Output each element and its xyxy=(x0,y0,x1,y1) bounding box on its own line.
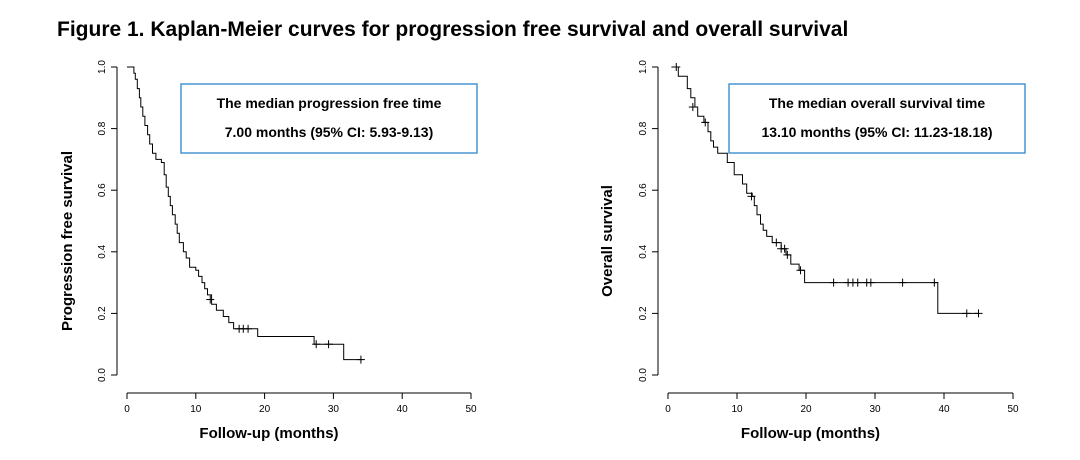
median-annotation-value: 13.10 months (95% CI: 11.23-18.18) xyxy=(761,124,992,140)
censor-mark xyxy=(244,324,253,333)
censor-mark xyxy=(829,278,838,287)
y-tick-label: 0.6 xyxy=(638,183,649,197)
x-tick-label: 0 xyxy=(124,404,130,415)
x-tick-label: 20 xyxy=(800,404,812,415)
x-tick-label: 10 xyxy=(731,404,743,415)
y-axis-title: Overall survival xyxy=(599,185,616,297)
x-tick-label: 10 xyxy=(190,404,202,415)
x-axis-title: Follow-up (months) xyxy=(199,425,338,442)
y-tick-label: 0.2 xyxy=(97,306,108,320)
x-tick-label: 30 xyxy=(328,404,340,415)
y-tick-label: 0.8 xyxy=(638,121,649,135)
censor-mark xyxy=(672,63,681,71)
x-axis-title: Follow-up (months) xyxy=(741,425,880,442)
censor-mark xyxy=(783,250,792,259)
censor-mark xyxy=(772,238,781,247)
y-tick-label: 1.0 xyxy=(638,60,649,74)
y-tick-label: 0.4 xyxy=(638,244,649,258)
x-tick-label: 20 xyxy=(259,404,271,415)
censor-mark xyxy=(747,192,756,201)
y-tick-label: 0.6 xyxy=(97,183,108,197)
km-chart-overall-survival: 0 10 20 30 40 50 0.0 0.2 0.4 0.6 0.8 1.0 Follow-up (… xyxy=(599,60,1026,442)
x-tick-label: 30 xyxy=(869,404,881,415)
x-tick-label: 40 xyxy=(397,404,409,415)
x-tick-label: 0 xyxy=(665,404,671,415)
y-axis-title: Progression free survival xyxy=(59,151,76,331)
censor-mark xyxy=(324,340,333,349)
censor-mark xyxy=(312,340,321,349)
censor-mark xyxy=(853,278,862,287)
x-tick-label: 50 xyxy=(465,404,477,415)
median-annotation-value: 7.00 months (95% CI: 5.93-9.13) xyxy=(225,124,434,140)
censor-mark xyxy=(962,309,971,318)
y-tick-label: 0.0 xyxy=(97,368,108,382)
censor-mark xyxy=(206,295,215,304)
y-tick-label: 0.4 xyxy=(97,244,108,258)
km-chart-progression-free-survival: 0 10 20 30 40 50 0.0 0.2 0.4 0.6 0.8 1.0 Follow-up (… xyxy=(59,60,478,442)
median-annotation-title: The median overall survival time xyxy=(769,95,986,111)
km-step-curve-os xyxy=(671,66,979,314)
median-annotation-box xyxy=(180,83,478,154)
censor-mark xyxy=(866,278,875,287)
censor-mark xyxy=(780,244,789,253)
km-step-curve-pfs xyxy=(127,66,363,361)
y-tick-label: 0.2 xyxy=(638,306,649,320)
median-annotation-box xyxy=(728,83,1026,154)
y-tick-label: 1.0 xyxy=(97,60,108,74)
censor-mark xyxy=(688,103,697,112)
censor-mark xyxy=(974,309,983,318)
censor-mark xyxy=(796,266,805,275)
y-tick-label: 0.8 xyxy=(97,121,108,135)
censor-mark xyxy=(930,278,939,287)
x-tick-label: 40 xyxy=(938,404,950,415)
censor-mark xyxy=(898,278,907,287)
y-tick-label: 0.0 xyxy=(638,368,649,382)
censor-mark xyxy=(356,355,365,364)
x-tick-label: 50 xyxy=(1007,404,1019,415)
censor-mark xyxy=(701,118,710,127)
median-annotation-title: The median progression free time xyxy=(217,95,442,111)
figure-title: Figure 1. Kaplan-Meier curves for progre… xyxy=(57,18,849,41)
